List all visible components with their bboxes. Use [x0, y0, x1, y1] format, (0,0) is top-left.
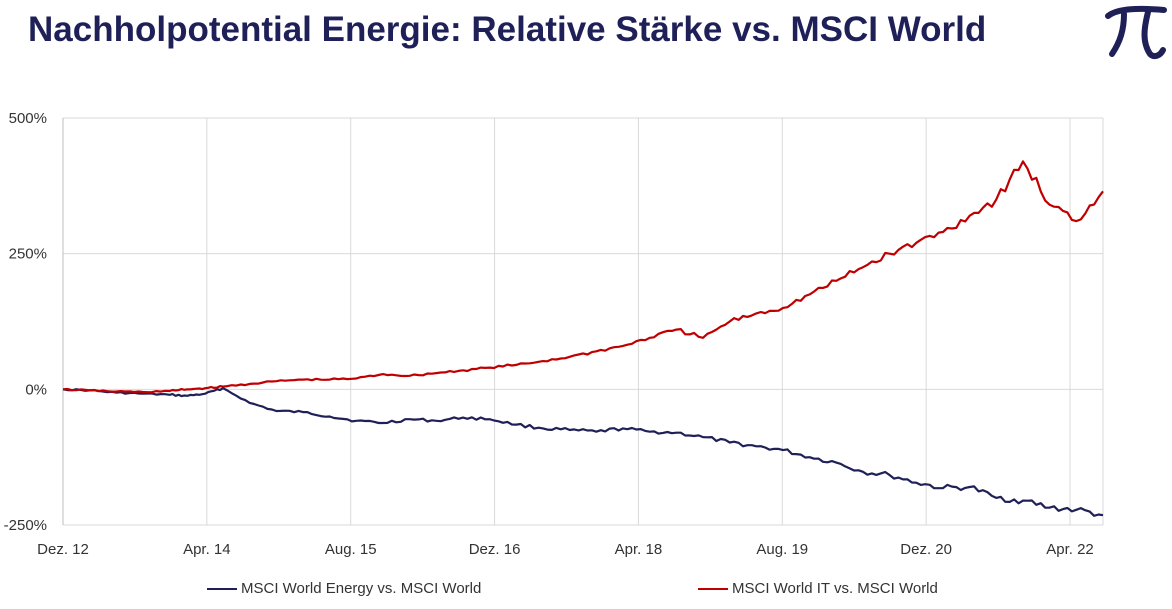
x-tick-label: Dez. 16: [469, 541, 521, 558]
series-line-it: [62, 160, 1104, 394]
legend-it-label: MSCI World IT vs. MSCI World: [732, 580, 938, 597]
y-tick-label: 250%: [9, 246, 47, 263]
pi-icon: [1105, 5, 1167, 60]
x-tick-label: Aug. 15: [325, 541, 377, 558]
x-tick-label: Dez. 12: [37, 541, 89, 558]
legend-it-swatch: [698, 588, 728, 591]
x-tick-label: Apr. 18: [615, 541, 663, 558]
x-tick-label: Apr. 14: [183, 541, 231, 558]
legend-energy: MSCI World Energy vs. MSCI World: [207, 580, 481, 597]
legend-energy-swatch: [207, 588, 237, 591]
y-tick-label: 0%: [25, 381, 47, 398]
x-tick-label: Dez. 20: [900, 541, 952, 558]
y-tick-label: -250%: [4, 517, 47, 534]
y-tick-label: 500%: [9, 110, 47, 127]
legend-it: MSCI World IT vs. MSCI World: [698, 580, 938, 597]
legend-energy-label: MSCI World Energy vs. MSCI World: [241, 580, 482, 597]
x-tick-label: Aug. 19: [756, 541, 808, 558]
chart-title: Nachholpotential Energie: Relative Stärk…: [28, 10, 987, 49]
series-line-energy: [62, 387, 1104, 517]
x-tick-label: Apr. 22: [1046, 541, 1094, 558]
